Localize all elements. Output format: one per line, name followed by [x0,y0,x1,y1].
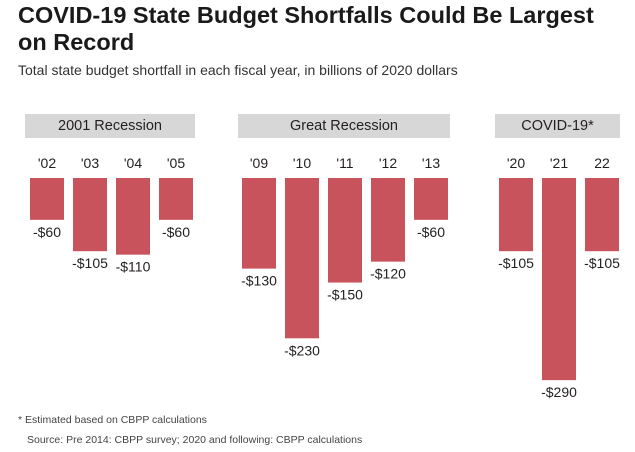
bar [414,178,448,220]
bar [328,178,362,283]
bar [116,178,150,255]
data-label: -$120 [370,266,406,282]
chart-subtitle: Total state budget shortfall in each fis… [18,62,458,78]
data-label: -$105 [72,255,108,271]
data-label: -$60 [417,224,445,240]
data-label: -$60 [162,224,190,240]
data-label: -$150 [327,287,363,303]
panel-header-covid-19: COVID-19* [495,114,620,138]
data-label: -$60 [33,224,61,240]
x-tick-label: '10 [293,155,311,171]
x-tick-label: '20 [507,155,525,171]
source-note: Source: Pre 2014: CBPP survey; 2020 and … [27,434,363,446]
chart-title: COVID-19 State Budget Shortfalls Could B… [18,2,594,55]
bar [73,178,107,252]
bar [542,178,576,381]
panel-header-2001-recession: 2001 Recession [25,114,195,138]
x-tick-label: '03 [81,155,99,171]
x-tick-label: '21 [550,155,568,171]
x-tick-label: '05 [167,155,185,171]
data-label: -$130 [241,273,277,289]
bar [499,178,533,252]
footnote: * Estimated based on CBPP calculations [18,414,207,426]
x-tick-label: '11 [336,155,353,171]
bar [159,178,193,220]
x-tick-label: '12 [379,155,397,171]
x-tick-label: '09 [250,155,268,171]
data-label: -$110 [116,259,151,275]
bar [371,178,405,262]
x-tick-label: 22 [594,155,610,171]
data-label: -$290 [541,384,577,400]
data-label: -$230 [284,342,320,358]
data-label: -$105 [584,255,620,271]
data-label: -$105 [498,255,534,271]
bar [585,178,619,252]
bar [30,178,64,220]
bar [285,178,319,339]
panel-header-great-recession: Great Recession [238,114,450,138]
bar [242,178,276,269]
x-tick-label: '13 [422,155,440,171]
x-tick-label: '02 [38,155,56,171]
x-tick-label: '04 [124,155,142,171]
